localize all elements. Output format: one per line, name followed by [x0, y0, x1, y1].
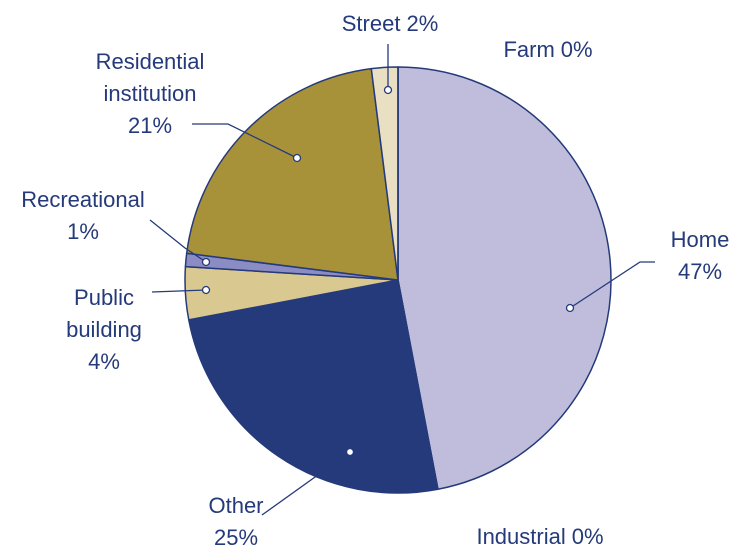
- slice-label: Public building 4%: [49, 282, 159, 378]
- category-label: Home: [670, 227, 730, 252]
- leader-dot: [345, 447, 355, 457]
- slice-label: Recreational 1%: [8, 184, 158, 248]
- leader-line: [569, 261, 655, 309]
- category-label: Recreational: [21, 187, 145, 212]
- category-label: Street: [341, 11, 401, 36]
- leader-line: [151, 289, 207, 293]
- slice-label: Industrial 0%: [460, 521, 620, 553]
- category-label: Farm: [503, 37, 555, 62]
- leader-dot: [201, 257, 211, 267]
- category-label: Industrial: [476, 524, 566, 549]
- slice-label: Home 47%: [660, 224, 739, 288]
- pie-slice: [397, 66, 612, 490]
- slice-label: Farm 0%: [488, 34, 608, 66]
- pie-slice: [185, 67, 399, 281]
- pie-slice: [188, 279, 439, 494]
- leader-line: [192, 123, 298, 159]
- slice-label: Other 25%: [196, 490, 276, 554]
- leader-dot: [292, 153, 302, 163]
- leader-line: [261, 451, 351, 516]
- leader-dot: [565, 303, 575, 313]
- value-label: 0%: [571, 524, 604, 549]
- category-label: Residential institution: [95, 49, 205, 106]
- value-label: 21%: [127, 113, 173, 138]
- slice-label: Street 2%: [330, 8, 450, 40]
- value-label: 1%: [67, 219, 99, 244]
- value-label: 2%: [406, 11, 439, 36]
- leader-dot: [201, 285, 211, 295]
- value-label: 25%: [213, 525, 259, 550]
- value-label: 47%: [677, 259, 723, 284]
- category-label: Other: [208, 493, 264, 518]
- slice-label: Residential institution 21%: [80, 46, 220, 142]
- value-label: 4%: [88, 349, 120, 374]
- category-label: Public building: [66, 285, 142, 342]
- leader-dot: [383, 85, 393, 95]
- value-label: 0%: [560, 37, 593, 62]
- leader-line: [149, 219, 207, 263]
